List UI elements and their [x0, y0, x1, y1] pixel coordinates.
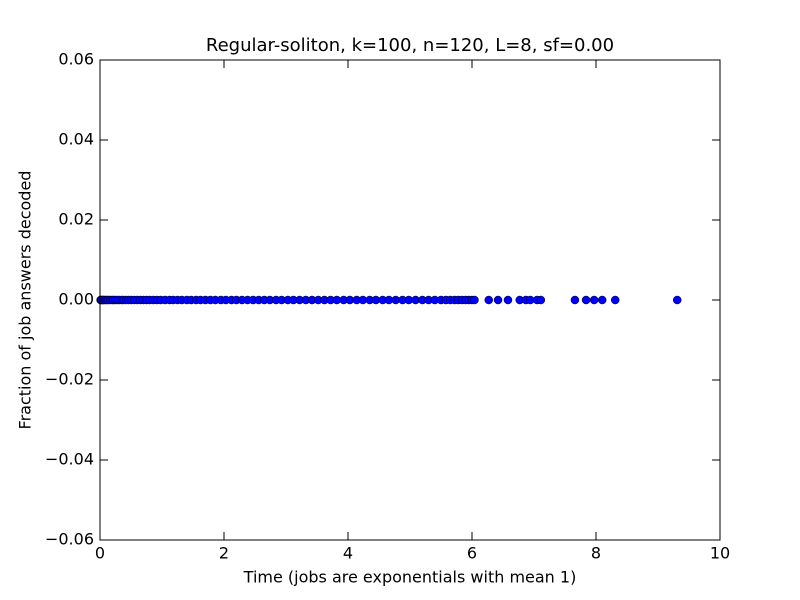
x-tick-label: 6: [467, 544, 477, 563]
y-axis-label: Fraction of job answers decoded: [16, 171, 35, 430]
chart-title: Regular-soliton, k=100, n=120, L=8, sf=0…: [206, 35, 614, 56]
x-tick-label: 10: [710, 544, 730, 563]
point: [570, 295, 580, 305]
y-tick-label: −0.02: [45, 370, 94, 389]
point: [610, 295, 620, 305]
x-tick-label: 0: [95, 544, 105, 563]
x-tick-label: 4: [343, 544, 353, 563]
x-tick-label: 2: [219, 544, 229, 563]
point: [470, 295, 479, 305]
y-tick-label: 0.04: [58, 130, 94, 149]
point: [503, 295, 513, 305]
y-tick-label: 0.02: [58, 210, 94, 229]
x-axis-label: Time (jobs are exponentials with mean 1): [243, 568, 577, 587]
point: [672, 295, 682, 305]
point: [493, 295, 503, 305]
plot-frame: [99, 59, 721, 541]
y-tick-label: −0.04: [45, 450, 94, 469]
x-tick-label: 8: [591, 544, 601, 563]
point: [536, 295, 546, 305]
point: [581, 295, 591, 305]
y-tick-label: 0.00: [58, 290, 94, 309]
point: [597, 295, 607, 305]
y-tick-label: 0.06: [58, 50, 94, 69]
point: [589, 295, 599, 305]
y-tick-label: −0.06: [45, 530, 94, 549]
point: [484, 295, 493, 305]
